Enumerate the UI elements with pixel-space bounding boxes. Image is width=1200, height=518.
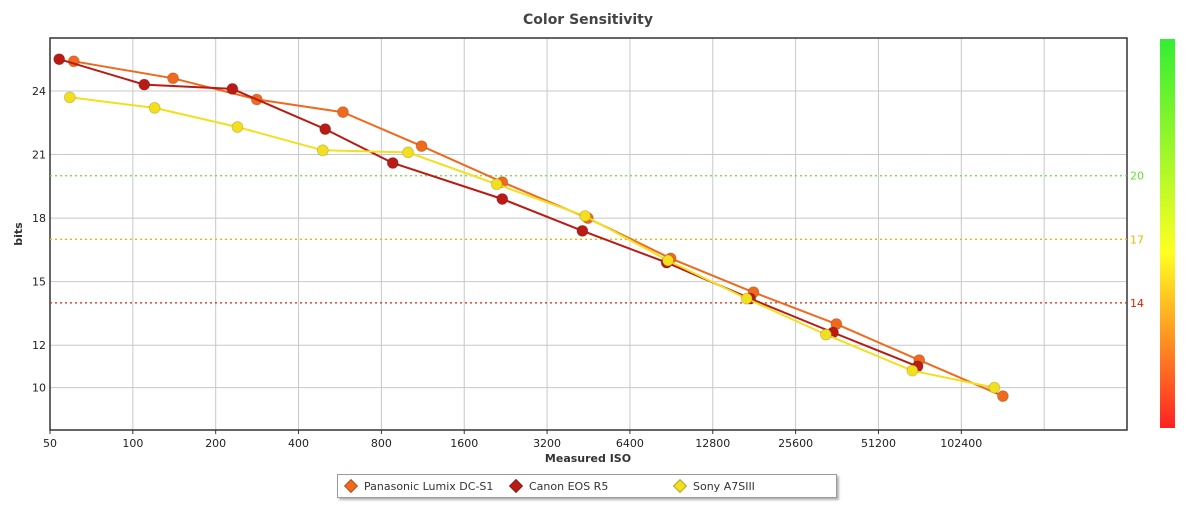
chart-title: Color Sensitivity	[523, 12, 653, 28]
data-series	[53, 53, 1009, 403]
data-point	[148, 101, 161, 114]
x-axis-ticks: 50 100 200 400 800 1600 3200 6400 12800 25600 5120…	[43, 430, 982, 450]
legend-label-canon: Canon EOS R5	[529, 479, 609, 493]
data-point	[336, 106, 349, 119]
y-tick-label: 10	[32, 382, 46, 395]
x-tick-label: 51200	[861, 437, 896, 450]
data-point	[740, 292, 753, 305]
x-tick-label: 102400	[940, 437, 982, 450]
data-point	[490, 178, 503, 191]
y-tick-label: 18	[32, 212, 46, 225]
legend-marker-canon	[508, 478, 524, 494]
color-scale-bar	[1160, 39, 1175, 428]
data-point	[63, 91, 76, 104]
data-point	[53, 53, 66, 66]
x-tick-label: 6400	[616, 437, 644, 450]
data-point	[167, 72, 180, 85]
series-canon-eos-r5	[53, 53, 924, 373]
legend-label-panasonic: Panasonic Lumix DC-S1	[364, 479, 494, 493]
x-tick-label: 12800	[695, 437, 730, 450]
data-point	[138, 78, 151, 91]
reference-line-label: 20	[1130, 170, 1144, 183]
y-tick-label: 12	[32, 339, 46, 352]
y-axis-label: bits	[12, 222, 25, 246]
reference-lines: 20 17 14	[50, 170, 1144, 310]
data-point	[386, 157, 399, 170]
data-point	[906, 364, 919, 377]
x-tick-label: 25600	[778, 437, 813, 450]
x-tick-label: 50	[43, 437, 57, 450]
data-point	[319, 123, 332, 136]
reference-line-label: 14	[1130, 297, 1144, 310]
legend: Panasonic Lumix DC-S1 Canon EOS R5 Sony …	[337, 474, 837, 498]
y-tick-label: 15	[32, 276, 46, 289]
y-tick-label: 21	[32, 149, 46, 162]
data-point	[579, 209, 592, 222]
y-tick-label: 24	[32, 85, 46, 98]
x-tick-label: 200	[205, 437, 226, 450]
data-point	[661, 254, 674, 267]
x-tick-label: 1600	[450, 437, 478, 450]
x-axis-label: Measured ISO	[545, 452, 631, 465]
data-point	[316, 144, 329, 157]
series-line-canon-eos-r5	[58, 58, 918, 368]
legend-marker-sony	[672, 478, 688, 494]
y-axis-ticks: 10 12 15 18 21 24	[32, 85, 46, 395]
data-point	[576, 224, 589, 237]
x-tick-label: 400	[288, 437, 309, 450]
reference-line-label: 17	[1130, 233, 1144, 246]
legend-item-sony[interactable]: Sony A7SIII	[672, 478, 755, 494]
legend-item-canon[interactable]: Canon EOS R5	[508, 478, 609, 494]
legend-label-sony: Sony A7SIII	[693, 479, 755, 493]
data-point	[402, 146, 415, 159]
data-point	[415, 140, 428, 153]
legend-item-panasonic[interactable]: Panasonic Lumix DC-S1	[343, 478, 494, 494]
data-point	[231, 120, 244, 133]
x-tick-label: 3200	[533, 437, 561, 450]
data-point	[226, 82, 239, 95]
series-line-sony-a7siii	[69, 96, 995, 389]
series-sony-a7siii	[63, 91, 1001, 394]
data-point	[996, 390, 1009, 403]
series-line-panasonic-lumix-dc-s1	[73, 60, 1004, 398]
legend-marker-panasonic	[343, 478, 359, 494]
x-tick-label: 100	[122, 437, 143, 450]
plot-frame	[49, 37, 1128, 431]
data-point	[496, 193, 509, 206]
x-tick-label: 800	[371, 437, 392, 450]
data-point	[819, 328, 832, 341]
data-point	[988, 381, 1001, 394]
series-panasonic-lumix-dc-s1	[67, 55, 1009, 403]
